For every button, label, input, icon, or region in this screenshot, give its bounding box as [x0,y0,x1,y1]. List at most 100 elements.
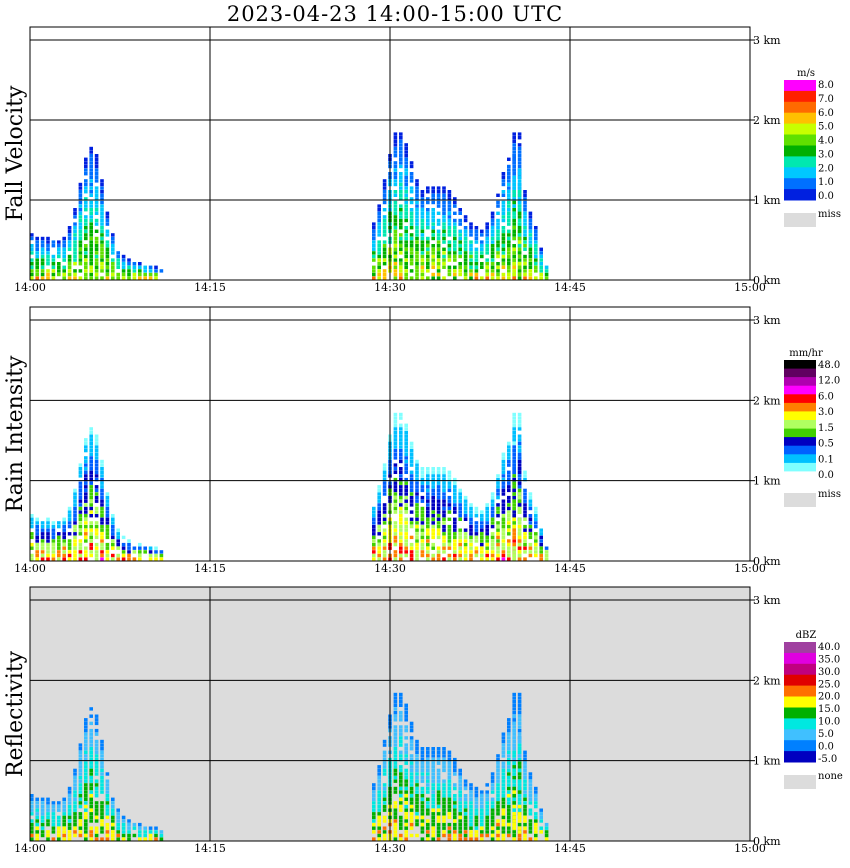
echo-cell [512,506,516,511]
echo-cell [399,218,403,223]
echo-cell [35,826,39,830]
echo-cell [105,506,110,511]
echo-cell [404,258,408,262]
echo-cell [415,265,419,269]
echo-cell [94,204,99,208]
echo-cell [490,254,495,259]
echo-cell [30,819,34,823]
echo-cell [528,251,533,255]
echo-cell [409,269,414,273]
echo-cell [415,506,419,511]
echo-cell [100,819,104,823]
echo-cell [105,495,110,500]
echo-cell [496,251,500,255]
echo-cell [426,804,430,809]
x-tick-label: 14:15 [194,842,226,855]
echo-cell [480,535,484,540]
echo-cell [100,244,104,248]
echo-cell [507,775,511,780]
echo-cell [73,510,77,514]
echo-cell [105,240,110,244]
echo-cell [40,553,45,558]
colorbar-swatch [784,90,816,103]
echo-cell [453,492,457,496]
echo-cell [512,226,516,230]
echo-cell [523,557,527,561]
echo-cell [67,826,72,830]
echo-cell [512,430,516,435]
echo-cell [409,456,414,460]
echo-cell [46,517,50,521]
echo-cell [35,819,39,823]
echo-cell [474,229,479,233]
echo-cell [94,254,99,259]
echo-cell [480,240,484,244]
echo-cell [409,244,414,248]
echo-cell [94,492,99,496]
echo-cell [469,783,473,787]
echo-cell [453,815,457,820]
echo-cell [100,830,104,834]
colorbar-missing-label: miss [818,489,841,500]
echo-cell [393,775,398,780]
echo-cell [512,696,516,700]
echo-cell [436,247,441,251]
echo-cell [404,193,408,197]
colorbar-label: 12.0 [818,376,840,387]
echo-cell [501,240,506,244]
echo-cell [458,822,462,827]
echo-cell [480,233,484,237]
echo-cell [399,710,403,715]
echo-cell [94,477,99,482]
echo-cell [447,269,452,273]
echo-cell [105,812,110,816]
echo-cell [490,272,495,277]
echo-cell [73,542,77,547]
echo-cell [127,272,131,277]
echo-cell [138,269,142,273]
echo-cell [382,215,387,219]
colorbar-swatch [784,428,816,438]
echo-cell [372,265,376,269]
plot-frame [29,306,751,562]
echo-cell [453,226,457,230]
echo-cell [404,499,408,503]
echo-cell [105,826,110,830]
panel-ylabel: Reflectivity [3,650,28,777]
echo-cell [73,786,77,791]
echo-cell [105,837,110,841]
echo-cell [84,808,88,812]
echo-cell [544,837,549,841]
echo-cell [442,251,446,255]
echo-cell [469,272,473,277]
echo-cell [404,815,408,820]
echo-cell [382,474,387,478]
echo-cell [544,272,549,277]
echo-cell [404,445,408,449]
echo-cell [84,797,88,801]
echo-cell [399,822,403,827]
echo-cell [399,258,403,262]
echo-cell [78,790,83,794]
x-tick-label: 14:30 [374,842,406,855]
echo-cell [116,837,120,841]
echo-cell [377,822,381,827]
echo-cell [501,524,506,529]
echo-cell [111,815,115,820]
echo-cell [528,240,533,244]
echo-cell [528,229,533,233]
echo-cell [447,786,452,791]
echo-cell [496,804,500,809]
echo-cell [57,244,61,248]
echo-cell [94,826,99,830]
echo-cell [35,532,39,536]
echo-cell [89,168,93,172]
colorbar-swatch [784,696,816,708]
x-tick-label: 14:45 [554,842,586,855]
echo-cell [57,535,61,540]
echo-cell [382,550,387,554]
echo-cell [534,276,538,280]
echo-cell [453,808,457,812]
echo-cell [132,272,137,277]
echo-cell [46,837,50,841]
